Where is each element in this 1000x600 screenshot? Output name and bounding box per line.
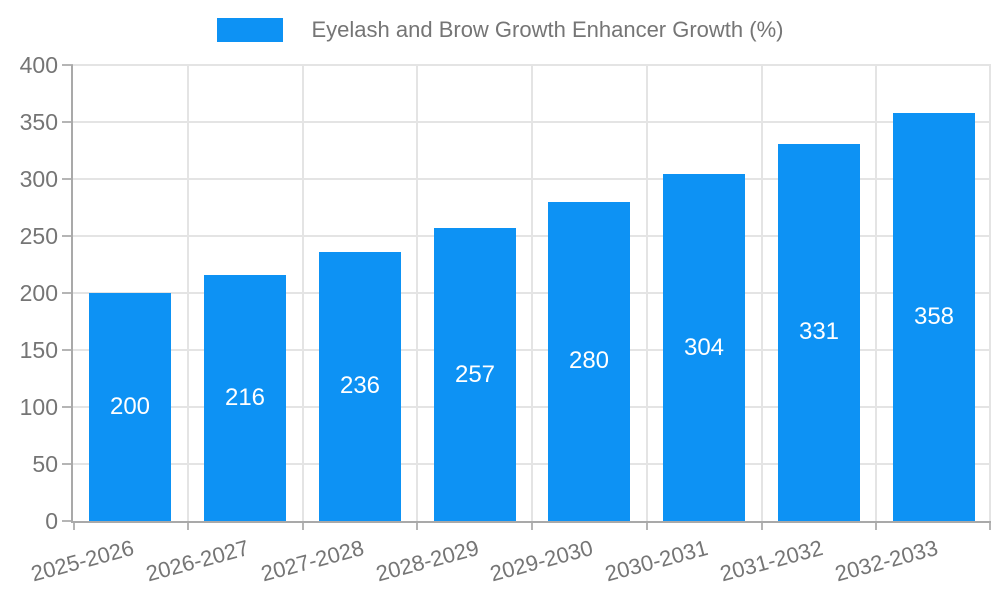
y-axis-line [71, 65, 73, 521]
y-axis-tick [62, 121, 73, 123]
bar: 280 [548, 201, 630, 521]
x-axis-line [71, 521, 991, 523]
bar: 200 [89, 293, 171, 521]
y-tick-label: 400 [19, 52, 58, 78]
y-axis-tick [62, 64, 73, 66]
bar-value-label: 236 [339, 372, 381, 400]
gridline-vertical [187, 65, 189, 521]
gridline-vertical [989, 65, 991, 521]
x-axis-tick [989, 521, 991, 530]
y-axis-tick [62, 235, 73, 237]
bar-value-label: 257 [454, 360, 496, 388]
x-axis-tick [187, 521, 189, 530]
gridline-vertical [302, 65, 304, 521]
y-axis-tick [62, 406, 73, 408]
x-axis-tick [302, 521, 304, 530]
y-tick-label: 300 [19, 166, 58, 192]
bar: 236 [319, 251, 401, 521]
bar-value-label: 280 [568, 347, 610, 375]
bar: 257 [434, 228, 516, 521]
y-tick-label: 100 [19, 394, 58, 420]
y-axis-tick [62, 520, 73, 522]
x-axis-tick [761, 521, 763, 530]
y-axis-tick [62, 292, 73, 294]
legend: Eyelash and Brow Growth Enhancer Growth … [0, 17, 1000, 43]
gridline-vertical [646, 65, 648, 521]
bar-value-label: 216 [224, 383, 266, 411]
bar-value-label: 200 [109, 393, 151, 420]
bar-value-label: 358 [913, 302, 955, 330]
legend-label: Eyelash and Brow Growth Enhancer Growth … [311, 17, 784, 42]
gridline-vertical [416, 65, 418, 521]
bar: 331 [778, 143, 860, 521]
y-tick-label: 250 [19, 223, 58, 249]
x-axis-tick [73, 521, 75, 530]
gridline-vertical [875, 65, 877, 521]
y-axis-tick [62, 178, 73, 180]
x-axis-tick [531, 521, 533, 530]
x-axis-tick [416, 521, 418, 530]
bar-value-label: 304 [683, 333, 725, 361]
x-axis-tick [646, 521, 648, 530]
y-tick-label: 350 [19, 109, 58, 135]
y-tick-label: 50 [32, 451, 58, 477]
gridline-vertical [761, 65, 763, 521]
bar: 304 [663, 174, 745, 521]
y-tick-label: 150 [19, 337, 58, 363]
bar: 358 [893, 112, 975, 521]
bar-value-label: 331 [798, 318, 840, 346]
legend-swatch [216, 18, 283, 42]
plot-area: 0 50 100 150 200 250 300 350 400 200 216 236 257 280 3… [20, 52, 991, 586]
bar: 216 [204, 274, 286, 521]
y-axis-tick [62, 349, 73, 351]
y-tick-label: 0 [45, 508, 58, 534]
y-tick-label: 200 [19, 280, 58, 306]
y-axis-tick [62, 463, 73, 465]
x-axis-tick [875, 521, 877, 530]
gridline-vertical [531, 65, 533, 521]
